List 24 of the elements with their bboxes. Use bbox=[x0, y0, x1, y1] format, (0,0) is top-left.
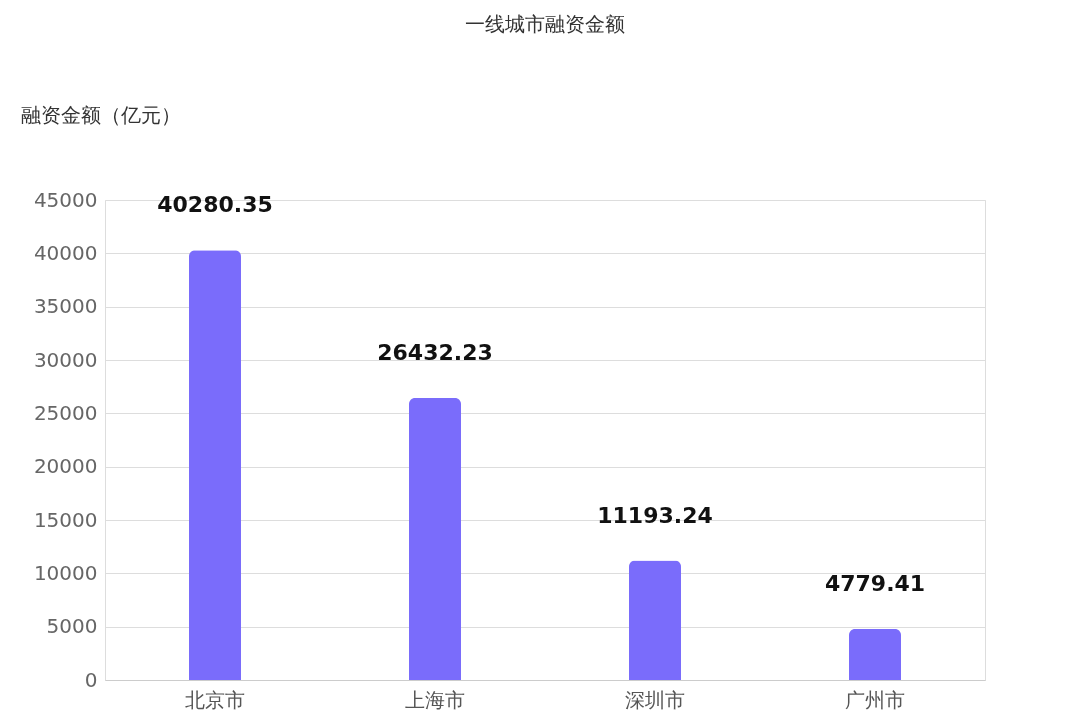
x-tick-label: 上海市 bbox=[405, 687, 465, 712]
y-axis-title: 融资金额（亿元） bbox=[20, 102, 181, 127]
data-label: 4779.41 bbox=[824, 571, 926, 597]
y-tick-label: 20000 bbox=[33, 454, 98, 479]
y-tick-label: 5000 bbox=[46, 614, 98, 639]
chart-title: 一线城市融资金额 bbox=[465, 12, 625, 36]
data-label: 11193.24 bbox=[597, 502, 713, 528]
y-tick-label: 25000 bbox=[33, 400, 98, 425]
data-label: 40280.35 bbox=[157, 192, 273, 218]
bar bbox=[849, 629, 901, 680]
y-tick-label: 30000 bbox=[33, 347, 98, 372]
y-tick-label: 40000 bbox=[33, 240, 98, 265]
y-tick-label: 0 bbox=[84, 667, 98, 692]
bar bbox=[409, 398, 461, 680]
bar bbox=[629, 560, 681, 680]
x-tick-label: 深圳市 bbox=[625, 687, 685, 712]
bar bbox=[189, 250, 241, 680]
y-tick-label: 35000 bbox=[33, 294, 98, 319]
y-tick-label: 45000 bbox=[33, 187, 98, 212]
y-tick-label: 10000 bbox=[33, 560, 98, 585]
data-label: 26432.23 bbox=[377, 340, 493, 366]
x-tick-label: 广州市 bbox=[845, 687, 905, 712]
y-tick-label: 15000 bbox=[33, 507, 98, 532]
x-tick-label: 北京市 bbox=[185, 687, 245, 712]
